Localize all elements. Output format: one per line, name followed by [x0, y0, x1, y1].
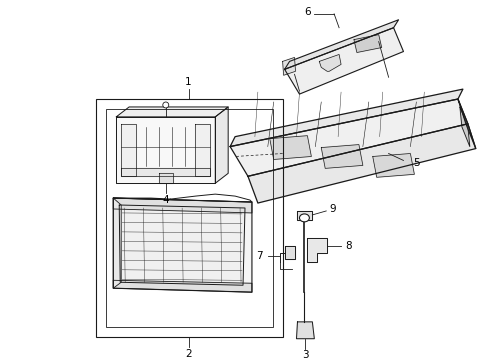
- Text: 6: 6: [304, 7, 311, 17]
- Polygon shape: [285, 20, 398, 69]
- Text: 7: 7: [257, 251, 263, 261]
- Ellipse shape: [299, 214, 309, 222]
- Text: 8: 8: [345, 240, 352, 251]
- Text: 3: 3: [302, 350, 309, 360]
- Polygon shape: [285, 246, 294, 260]
- Bar: [106, 109, 273, 327]
- Polygon shape: [113, 198, 121, 288]
- Polygon shape: [121, 124, 136, 176]
- Polygon shape: [196, 124, 210, 176]
- Polygon shape: [116, 107, 228, 117]
- Text: 5: 5: [413, 158, 419, 168]
- Text: 4: 4: [163, 195, 169, 205]
- Polygon shape: [113, 280, 252, 292]
- Polygon shape: [319, 54, 341, 71]
- Circle shape: [163, 102, 169, 108]
- Polygon shape: [116, 117, 215, 183]
- Polygon shape: [230, 89, 463, 147]
- Polygon shape: [297, 211, 312, 220]
- Polygon shape: [113, 198, 252, 292]
- Polygon shape: [373, 153, 415, 177]
- Text: 1: 1: [185, 77, 192, 87]
- Polygon shape: [285, 28, 403, 94]
- Bar: [97, 99, 283, 337]
- Polygon shape: [113, 198, 252, 213]
- Polygon shape: [296, 322, 314, 339]
- Polygon shape: [248, 124, 476, 203]
- Polygon shape: [159, 173, 172, 183]
- Text: 2: 2: [185, 348, 192, 359]
- Polygon shape: [354, 35, 382, 53]
- Polygon shape: [307, 238, 327, 262]
- Polygon shape: [321, 145, 363, 168]
- Polygon shape: [230, 99, 468, 176]
- Text: 9: 9: [330, 204, 337, 214]
- Polygon shape: [458, 99, 476, 149]
- Polygon shape: [270, 136, 311, 159]
- Polygon shape: [215, 107, 228, 183]
- Polygon shape: [121, 168, 210, 176]
- Polygon shape: [283, 58, 295, 75]
- Polygon shape: [119, 205, 245, 285]
- Polygon shape: [460, 107, 470, 147]
